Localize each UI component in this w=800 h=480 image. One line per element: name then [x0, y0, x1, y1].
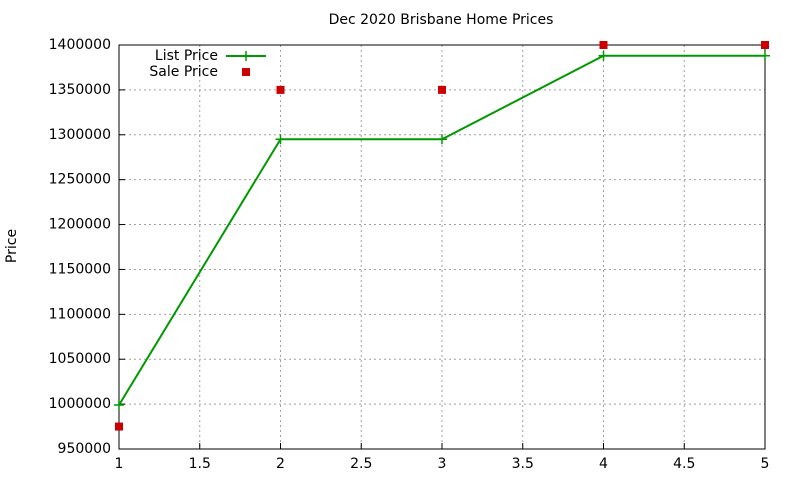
point-marker — [115, 422, 123, 431]
legend-label: List Price — [155, 48, 218, 64]
point-marker — [598, 50, 609, 61]
y-tick-label: 1300000 — [49, 127, 111, 143]
plot-frame — [118, 44, 766, 450]
point-marker — [275, 134, 286, 145]
y-tick-label: 1050000 — [49, 351, 111, 367]
y-axis-label: Price — [4, 229, 20, 263]
y-tick-label: 950000 — [58, 441, 111, 457]
chart-title: Dec 2020 Brisbane Home Prices — [329, 12, 554, 28]
x-tick-label: 4.5 — [673, 456, 695, 472]
legend-marker — [241, 51, 251, 61]
point-marker — [599, 41, 608, 49]
x-tick-label: 1.5 — [189, 456, 211, 472]
y-tick-label: 1200000 — [49, 217, 111, 233]
legend-label: Sale Price — [149, 64, 218, 80]
point-marker — [114, 400, 124, 411]
x-tick-label: 5 — [761, 456, 770, 472]
x-tick-label: 1 — [115, 456, 124, 472]
y-tick-label: 1250000 — [49, 172, 111, 188]
x-tick-label: 2 — [276, 456, 285, 472]
x-tick-label: 2.5 — [350, 456, 372, 472]
legend-marker — [242, 68, 250, 76]
point-marker — [437, 134, 447, 145]
y-tick-label: 1400000 — [49, 37, 111, 53]
x-tick-label: 3 — [438, 456, 447, 472]
point-marker — [760, 50, 770, 61]
point-marker — [276, 85, 285, 94]
x-tick-label: 4 — [599, 456, 608, 472]
y-tick-label: 1100000 — [49, 306, 111, 322]
point-marker — [438, 85, 446, 94]
point-marker — [761, 41, 769, 49]
x-tick-label: 3.5 — [512, 456, 534, 472]
y-tick-label: 1000000 — [49, 396, 111, 412]
y-tick-label: 1150000 — [49, 261, 111, 277]
y-tick-label: 1350000 — [49, 82, 111, 98]
